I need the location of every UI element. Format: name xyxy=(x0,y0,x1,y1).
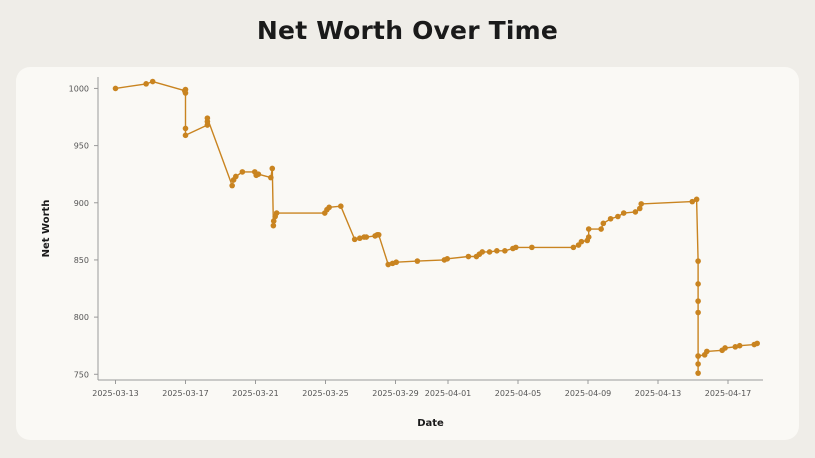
data-point xyxy=(695,281,701,287)
data-point xyxy=(529,244,535,251)
data-point xyxy=(722,345,728,351)
data-point xyxy=(486,249,493,255)
data-point xyxy=(695,353,701,359)
data-point xyxy=(204,115,211,121)
data-point xyxy=(149,78,156,85)
data-point xyxy=(182,132,189,139)
data-point xyxy=(270,218,277,224)
x-tick-label: 2025-03-29 xyxy=(372,389,419,398)
x-tick-label: 2025-04-17 xyxy=(705,389,752,398)
data-point xyxy=(465,253,472,260)
data-point xyxy=(233,173,239,180)
y-ticks: 750 800 850 900 950 1000 xyxy=(69,84,98,379)
y-axis-title: Net Worth xyxy=(41,200,52,258)
x-tick-label: 2025-03-25 xyxy=(302,389,349,398)
y-tick-label: 750 xyxy=(74,370,89,379)
net-worth-series-line xyxy=(115,80,758,374)
data-point xyxy=(695,309,701,316)
data-point xyxy=(351,236,358,243)
data-point xyxy=(736,342,743,349)
data-point xyxy=(754,340,760,347)
axes xyxy=(97,77,763,381)
data-point xyxy=(615,213,621,220)
data-point xyxy=(607,215,614,222)
data-point xyxy=(270,222,277,229)
x-tick-label: 2025-04-09 xyxy=(565,389,612,398)
data-point xyxy=(414,258,421,264)
x-tick-label: 2025-04-01 xyxy=(425,389,472,398)
data-point xyxy=(636,205,643,212)
x-axis-title: Date xyxy=(417,418,444,429)
data-point xyxy=(732,344,739,350)
y-tick-label: 900 xyxy=(74,199,89,208)
x-tick-label: 2025-04-13 xyxy=(635,389,682,398)
data-point xyxy=(704,348,710,355)
data-point xyxy=(268,174,274,181)
chart-title: Net Worth Over Time xyxy=(256,16,559,45)
data-point xyxy=(143,81,149,87)
data-points xyxy=(112,78,760,376)
data-point xyxy=(239,169,246,175)
data-point xyxy=(356,235,363,242)
data-point xyxy=(479,249,486,255)
data-point xyxy=(695,298,701,304)
data-point xyxy=(375,231,382,238)
data-point xyxy=(689,198,696,205)
data-point xyxy=(585,234,592,240)
x-tick-label: 2025-03-21 xyxy=(232,389,279,398)
data-point xyxy=(513,244,519,251)
data-point xyxy=(695,258,701,264)
data-point xyxy=(598,226,604,232)
data-point xyxy=(363,234,370,240)
x-tick-label: 2025-03-13 xyxy=(92,389,139,398)
y-tick-label: 1000 xyxy=(69,84,89,93)
x-tick-label: 2025-04-05 xyxy=(495,389,542,398)
data-point xyxy=(578,238,585,245)
data-point xyxy=(695,370,701,376)
data-point xyxy=(229,182,235,189)
data-point xyxy=(638,201,645,207)
data-point xyxy=(600,220,607,227)
data-point xyxy=(182,125,189,132)
data-point xyxy=(273,210,280,216)
data-point xyxy=(570,244,577,251)
x-tick-label: 2025-03-17 xyxy=(162,389,209,398)
data-point xyxy=(269,165,276,172)
data-point xyxy=(494,247,500,254)
data-point xyxy=(338,203,344,210)
chart-card: 750 800 850 900 950 1000 2025-03-13 2025-03-17… xyxy=(16,67,799,440)
y-tick-label: 950 xyxy=(74,142,89,151)
data-point xyxy=(585,226,592,232)
data-point xyxy=(112,85,119,92)
data-point xyxy=(695,361,701,367)
data-point xyxy=(632,209,639,215)
line-chart: 750 800 850 900 950 1000 2025-03-13 2025-03-17… xyxy=(41,77,763,429)
data-point xyxy=(385,261,392,268)
data-point xyxy=(393,259,400,266)
x-ticks: 2025-03-13 2025-03-17 2025-03-21 2025-03-25… xyxy=(92,380,751,398)
data-point xyxy=(693,196,700,203)
data-point xyxy=(444,256,451,262)
data-point xyxy=(182,90,189,96)
data-point xyxy=(502,247,508,254)
y-tick-label: 800 xyxy=(74,313,89,322)
data-point xyxy=(326,204,332,211)
data-point xyxy=(255,171,262,177)
y-tick-label: 850 xyxy=(74,256,89,265)
data-point xyxy=(620,210,627,216)
